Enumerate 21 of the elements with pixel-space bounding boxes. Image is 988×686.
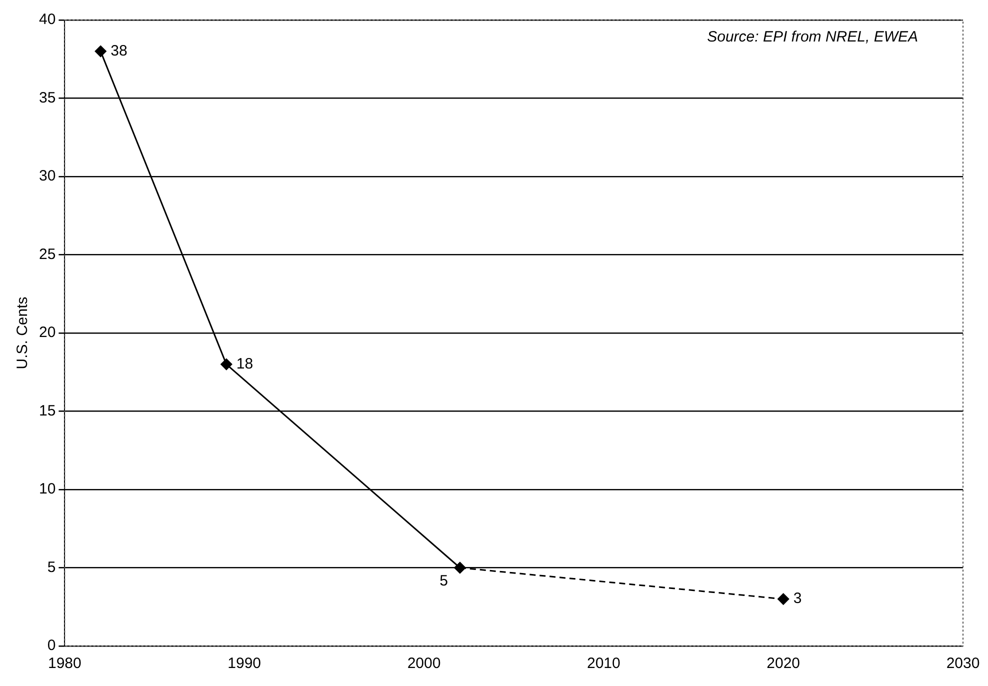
x-tick-label: 1990: [228, 655, 262, 672]
y-tick-label: 20: [38, 324, 56, 342]
annotation: Source: EPI from NREL, EWEA: [707, 28, 918, 46]
y-tick-label: 10: [38, 480, 56, 498]
y-tick-label: 35: [38, 89, 56, 106]
y-tick-label: 15: [38, 402, 56, 420]
y-tick-label: 25: [38, 246, 56, 263]
y-tick-label: 5: [47, 558, 56, 576]
x-tick-label: 1980: [48, 655, 82, 672]
y-tick-label: 30: [38, 168, 56, 185]
x-tick-label: 2000: [407, 655, 441, 672]
y-axis-title: U.S. Cents: [14, 296, 32, 370]
x-tick-label: 2020: [766, 655, 800, 672]
data-label: 38: [110, 42, 128, 60]
x-tick-label: 2010: [586, 655, 620, 672]
y-tick-label: 0: [47, 637, 56, 654]
data-label: 18: [236, 355, 254, 372]
x-tick-label: 2030: [946, 655, 980, 672]
data-label: 5: [440, 572, 448, 590]
data-label: 3: [793, 590, 802, 608]
y-tick-label: 40: [38, 11, 56, 28]
